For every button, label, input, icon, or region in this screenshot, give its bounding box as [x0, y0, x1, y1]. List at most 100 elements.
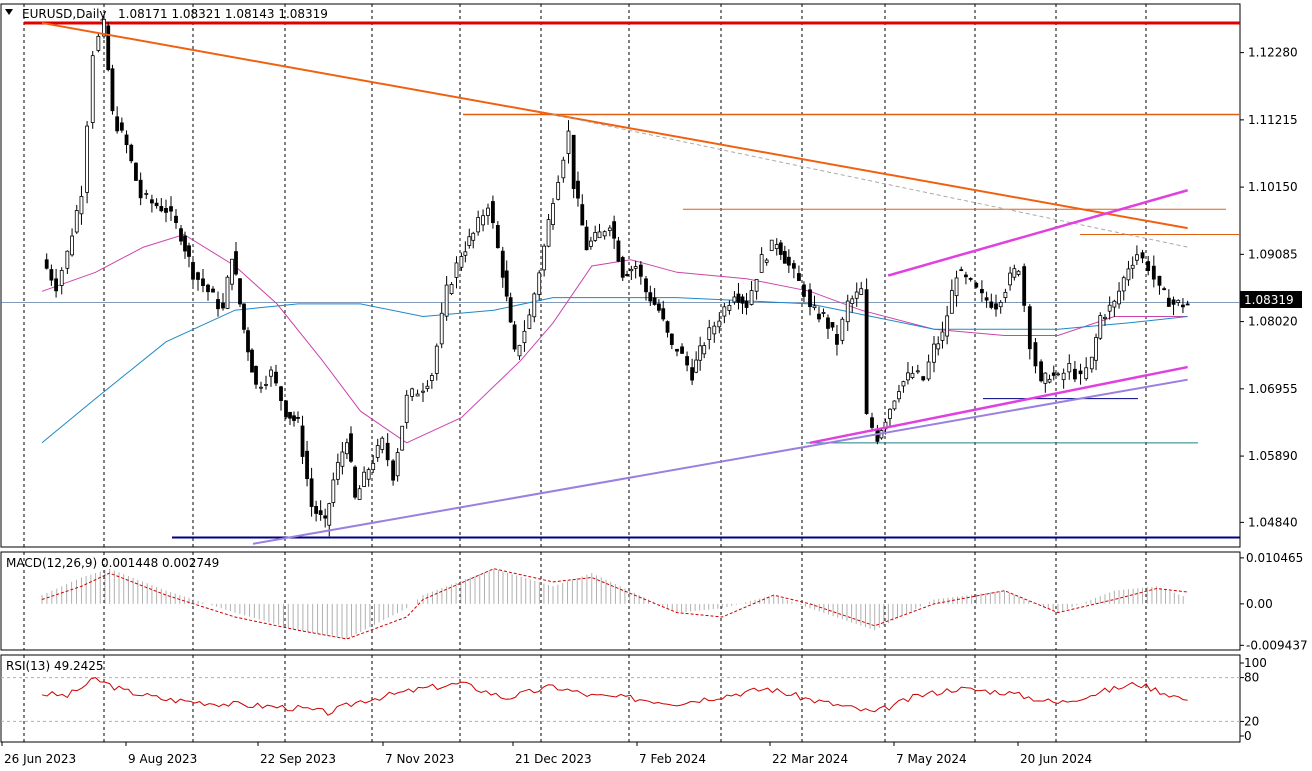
candle-body-up	[859, 288, 864, 295]
candlestick	[1171, 296, 1176, 316]
candle-body-up	[597, 231, 602, 239]
candlestick	[362, 466, 367, 487]
candle-body-up	[269, 369, 273, 377]
y-tick-label: 1.08020	[1248, 315, 1298, 329]
candlestick	[300, 415, 305, 465]
trendline	[887, 189, 1188, 277]
candlestick	[845, 294, 850, 331]
time-axis: 26 Jun 2023 9 Aug 2023 22 Sep 2023 7 Nov 20…	[1, 742, 1092, 766]
candle-body-up	[998, 301, 1003, 308]
candlestick	[774, 238, 779, 256]
candlestick	[216, 291, 220, 317]
candle-body-down	[959, 269, 964, 272]
candle-body-up	[444, 284, 449, 317]
candle-body-down	[736, 293, 741, 303]
candlestick	[850, 295, 855, 313]
candlestick	[1051, 365, 1056, 381]
candlestick	[968, 277, 973, 282]
candle-body-down	[740, 296, 745, 304]
candlestick	[1176, 299, 1181, 307]
x-tick-label: 22 Mar 2024	[772, 752, 848, 766]
candlestick	[434, 343, 439, 381]
candle-body-down	[254, 365, 258, 385]
candlestick	[612, 215, 617, 249]
candlestick	[759, 247, 764, 273]
candle-body-down	[305, 450, 309, 480]
candle-body-up	[854, 291, 859, 299]
candle-body-up	[375, 445, 380, 458]
candle-body-up	[717, 320, 722, 328]
candle-body-down	[1022, 266, 1027, 306]
candle-body-up	[1067, 362, 1072, 373]
candlestick	[542, 243, 547, 277]
y-tick-label: 0.00	[1246, 597, 1273, 611]
candlestick	[1107, 296, 1112, 320]
candle-body-down	[211, 288, 215, 293]
candle-body-up	[481, 215, 485, 226]
candlestick	[698, 336, 703, 371]
candlestick	[196, 271, 200, 291]
candlestick	[1022, 263, 1027, 313]
candle-body-down	[744, 300, 749, 308]
candlestick	[797, 265, 801, 281]
candlestick	[675, 348, 679, 357]
candlestick	[318, 500, 323, 521]
candlestick	[1146, 255, 1151, 276]
candlestick	[459, 252, 464, 271]
candle-body-down	[500, 250, 505, 278]
candle-body-up	[1008, 272, 1012, 286]
candle-body-up	[1094, 337, 1098, 361]
candlestick	[486, 203, 490, 225]
candle-body-up	[707, 327, 712, 340]
candlestick	[690, 358, 695, 385]
candlestick	[926, 354, 931, 382]
candle-body-down	[242, 303, 246, 330]
candlestick	[225, 275, 230, 309]
dropdown-triangle-icon[interactable]	[5, 9, 13, 15]
candlestick	[421, 382, 425, 402]
candle-body-down	[504, 270, 509, 297]
candlestick	[707, 319, 712, 350]
candlestick	[309, 467, 314, 517]
candle-body-down	[1078, 370, 1083, 375]
candlestick	[144, 189, 149, 200]
x-tick-label: 21 Dec 2023	[515, 752, 592, 766]
candlestick	[179, 225, 183, 246]
candlestick	[910, 366, 915, 380]
candlestick	[892, 400, 897, 411]
candlestick	[331, 472, 336, 507]
candlestick	[504, 260, 509, 302]
candlestick	[786, 249, 791, 274]
candlestick	[187, 242, 191, 268]
candle-body-up	[551, 203, 555, 226]
candlestick	[580, 194, 585, 226]
candle-body-down	[183, 235, 187, 252]
candlestick	[702, 342, 707, 359]
candle-body-down	[134, 162, 138, 181]
candlestick	[864, 278, 869, 415]
candle-body-up	[335, 462, 340, 480]
candle-body-up	[769, 239, 774, 252]
candle-body-down	[124, 134, 129, 146]
candle-body-down	[221, 302, 225, 309]
candlestick	[915, 364, 920, 374]
x-tick-label: 20 Jun 2024	[1020, 752, 1092, 766]
candle-body-down	[169, 206, 173, 212]
candle-body-down	[968, 278, 973, 280]
candle-body-down	[296, 417, 300, 419]
candle-body-down	[44, 259, 49, 269]
candle-body-up	[345, 442, 349, 455]
candlestick	[1003, 288, 1008, 303]
candle-body-down	[808, 289, 812, 308]
candle-body-up	[915, 370, 920, 373]
candlestick	[115, 106, 120, 134]
candlestick	[665, 320, 670, 338]
candle-body-down	[786, 256, 791, 266]
candle-body-down	[1039, 361, 1043, 382]
candlestick	[974, 281, 979, 289]
candle-body-up	[901, 381, 906, 387]
candlestick	[949, 279, 954, 314]
candle-body-down	[638, 264, 643, 277]
candlestick	[211, 286, 215, 293]
symbol-header[interactable]: EURUSD,Daily 1.08171 1.08321 1.08143 1.0…	[5, 7, 328, 21]
